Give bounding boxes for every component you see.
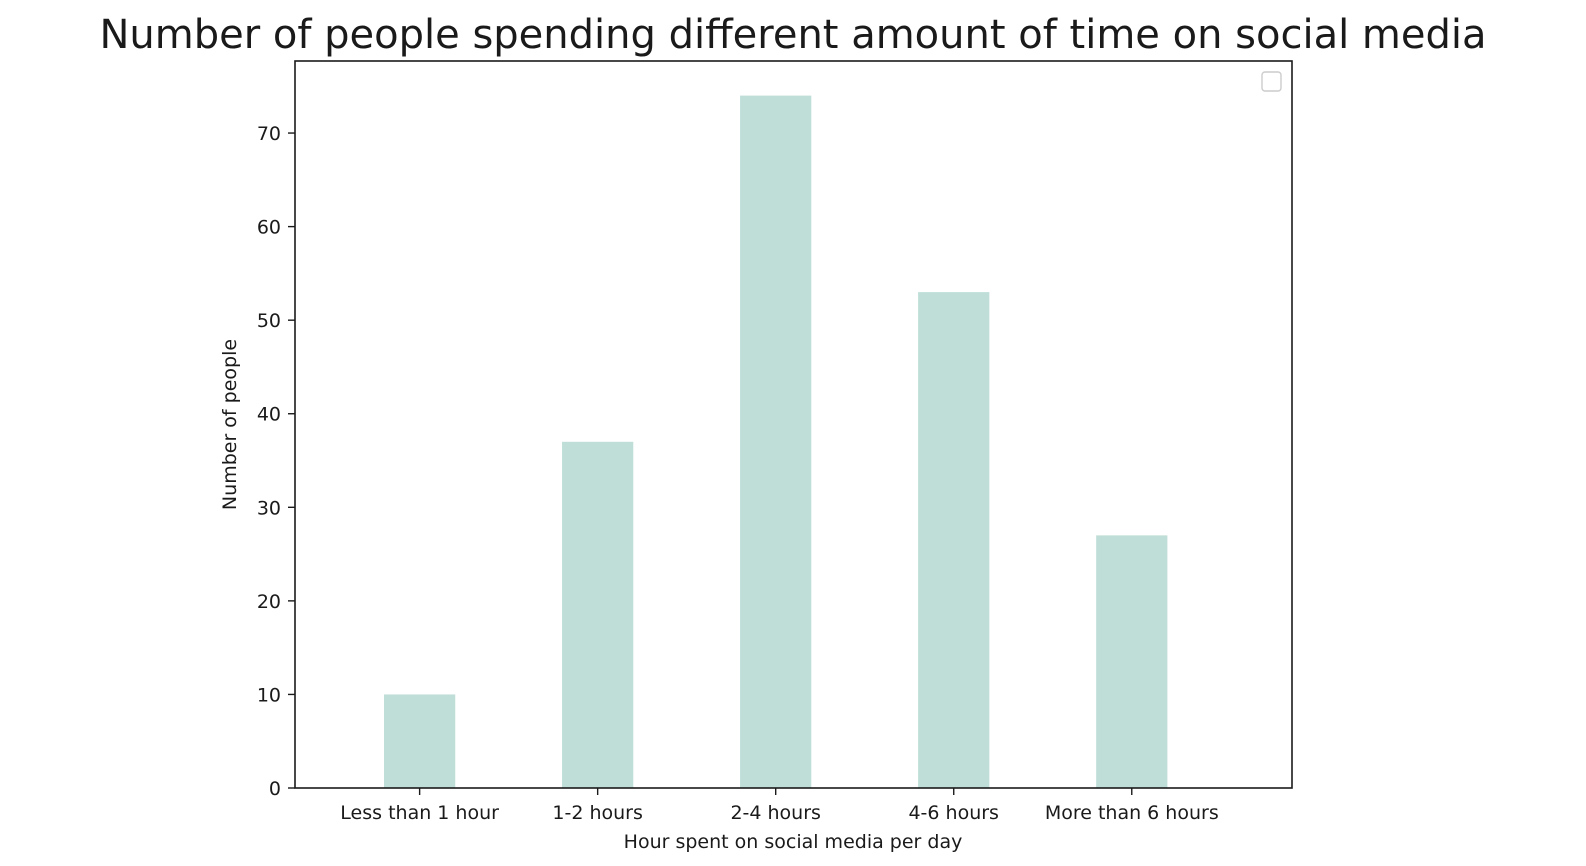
x-axis-label: Hour spent on social media per day (624, 831, 963, 853)
bar-2 (740, 95, 812, 789)
x-tick-label-2: 2-4 hours (730, 802, 821, 824)
legend-box (1261, 71, 1282, 92)
y-tick-label-3: 30 (257, 497, 281, 519)
y-tick-label-5: 50 (257, 310, 281, 332)
x-tick-label-3: 4-6 hours (908, 802, 999, 824)
bars-group (384, 95, 1168, 789)
x-tick-label-0: Less than 1 hour (340, 802, 499, 824)
y-tick-label-7: 70 (257, 123, 281, 145)
y-axis-label: Number of people (219, 339, 241, 510)
bar-0 (384, 694, 456, 788)
y-tick-label-4: 40 (257, 404, 281, 426)
y-tick-label-2: 20 (257, 591, 281, 613)
y-tick-label-6: 60 (257, 217, 281, 239)
x-tick-label-4: More than 6 hours (1045, 802, 1219, 824)
bar-3 (918, 292, 990, 788)
y-tick-label-0: 0 (269, 778, 281, 800)
chart-title: Number of people spending different amou… (99, 12, 1486, 58)
plot-area-frame (294, 60, 1293, 789)
bar-4 (1096, 535, 1168, 788)
x-axis-ticks: Less than 1 hour 1-2 hours 2-4 hours 4-6 ho… (340, 788, 1219, 824)
bar-1 (562, 441, 634, 788)
y-tick-label-1: 10 (257, 684, 281, 706)
y-axis-ticks: 0 10 20 30 40 50 60 70 (257, 123, 295, 800)
x-tick-label-1: 1-2 hours (552, 802, 643, 824)
